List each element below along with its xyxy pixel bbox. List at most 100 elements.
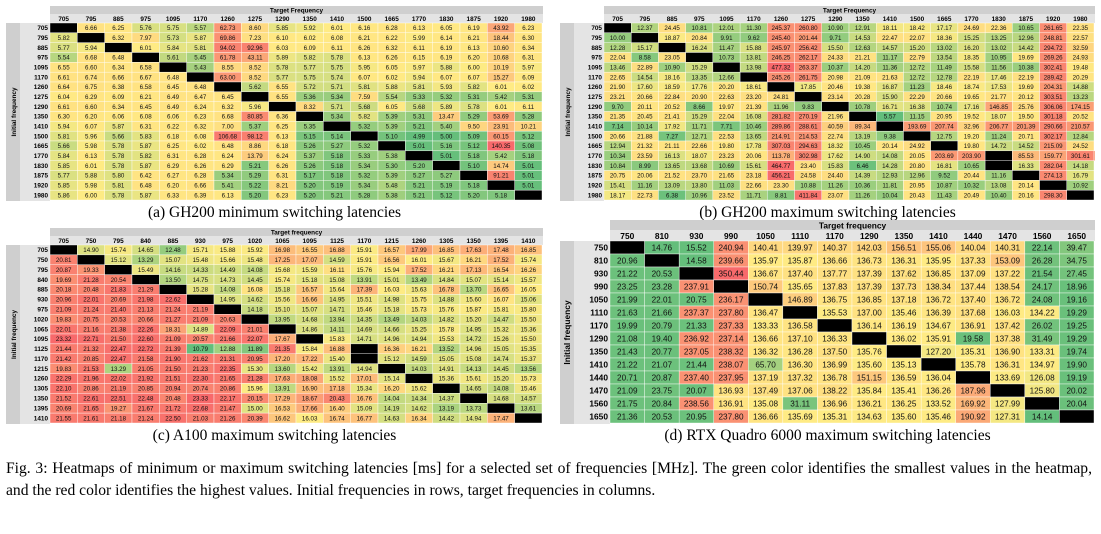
cell-value: 23.05	[664, 55, 680, 62]
diagonal-cell	[920, 357, 956, 372]
cell-value: 238.32	[718, 347, 743, 356]
cell-value: 136.72	[995, 295, 1020, 304]
cell-value: 134.22	[1030, 308, 1055, 317]
cell-value: 464.77	[771, 163, 790, 170]
cell-value: 5.19	[440, 182, 453, 189]
cell-value: 14.16	[165, 267, 181, 274]
cell-value: 19.99	[617, 321, 638, 330]
row-header: 1275	[588, 94, 603, 101]
cell-value: 15.18	[384, 307, 400, 314]
cell-value: 6.02	[304, 35, 317, 42]
cell-value: 207.74	[935, 123, 954, 130]
cell-value: 201.39	[1016, 123, 1035, 130]
cell-value: 136.91	[718, 399, 743, 408]
cell-value: 20.95	[686, 412, 707, 421]
cell-value: 12.72	[909, 64, 925, 71]
cell-value: 5.96	[249, 104, 262, 111]
cell-value: 14.37	[439, 396, 455, 403]
cell-value: 137.68	[960, 308, 985, 317]
col-header: 975	[222, 238, 233, 245]
col-header: 1410	[330, 16, 345, 23]
cell-value: 22.50	[165, 415, 181, 422]
cell-value: 5.16	[440, 143, 453, 150]
col-header: 1980	[1073, 16, 1088, 23]
cell-value: 22.02	[111, 376, 127, 383]
cell-value: 9.52	[938, 173, 951, 180]
cell-value: 10.65	[964, 163, 980, 170]
diagonal-cell	[241, 91, 269, 102]
col-header: 1830	[439, 16, 454, 23]
subcaption-a100-max: (c) A100 maximum switching latencies	[152, 427, 397, 444]
cell-value: 21.90	[165, 356, 181, 363]
diagonal-cell	[851, 331, 887, 346]
cell-value: 20.69	[56, 405, 72, 412]
cell-value: 14.39	[855, 173, 871, 180]
cell-value: 11.36	[882, 64, 898, 71]
cell-value: 16.36	[384, 346, 400, 353]
cell-value: 20.54	[111, 277, 127, 284]
row-header: 930	[594, 268, 608, 278]
cell-value: 13.54	[937, 55, 953, 62]
cell-value: 5.72	[304, 84, 317, 91]
cell-value: 6.32	[386, 45, 399, 52]
cell-value: 137.33	[960, 256, 985, 265]
row-header: 1980	[34, 192, 49, 199]
cell-value: 237.14	[718, 334, 743, 343]
cell-value: 21.99	[617, 295, 638, 304]
cell-value: 5.41	[222, 182, 235, 189]
cell-value: 19.69	[56, 277, 72, 284]
cell-value: 22.60	[138, 336, 154, 343]
row-header: 975	[37, 307, 48, 314]
figure-caption: Fig. 3: Heatmaps of minimum or maximum s…	[6, 460, 1092, 499]
cell-value: 5.26	[304, 143, 317, 150]
cell-value: 15.76	[439, 307, 455, 314]
cell-value: 17.60	[637, 84, 653, 91]
heatmap-cell	[1093, 150, 1095, 161]
cell-value: 15.49	[138, 267, 154, 274]
cell-value: 22.66	[692, 143, 708, 150]
cell-value: 7.71	[720, 123, 733, 130]
cell-value: 10.88	[800, 182, 816, 189]
cell-value: 14.13	[466, 366, 482, 373]
cell-value: 6.10	[276, 35, 289, 42]
col-header: 1830	[992, 16, 1007, 23]
cell-value: 19.20	[964, 133, 980, 140]
cell-value: 137.40	[788, 269, 813, 278]
cell-value: 5.73	[167, 35, 180, 42]
cell-value: 5.62	[249, 84, 262, 91]
col-header: 1980	[521, 16, 536, 23]
cell-value: 24.69	[964, 25, 980, 32]
cell-value: 21.35	[610, 114, 626, 121]
cell-value: 12.66	[719, 74, 735, 81]
cell-value: 140.41	[753, 243, 778, 252]
cell-value: 22.01	[83, 297, 99, 304]
row-header: 1830	[588, 163, 603, 170]
cell-value: 21.08	[617, 334, 638, 343]
cell-value: 17.67	[275, 336, 291, 343]
row-header: 1350	[589, 346, 608, 356]
cell-value: 5.84	[167, 45, 180, 52]
cell-value: 5.71	[331, 104, 344, 111]
row-header: 1875	[34, 173, 49, 180]
cell-value: 245.97	[771, 45, 790, 52]
heatmap-gh200-max: Target Frequency Initial frequency 705 795 8…	[560, 6, 1095, 201]
cell-value: 13.29	[111, 366, 127, 373]
cell-value: 5.38	[386, 192, 399, 199]
cell-value: 6.20	[167, 182, 180, 189]
cell-value: 15.17	[637, 45, 653, 52]
col-header: 1560	[1033, 231, 1052, 241]
row-header: 990	[594, 281, 608, 291]
cell-value: 169.92	[960, 399, 985, 408]
cell-value: 137.42	[995, 321, 1020, 330]
cell-value: 6.48	[140, 182, 153, 189]
cell-value: 5.27	[331, 143, 344, 150]
cell-value: 20.86	[83, 386, 99, 393]
col-header: 1020	[248, 238, 263, 245]
cell-value: 21.41	[664, 114, 680, 121]
cell-value: 15.18	[275, 287, 291, 294]
cell-value: 24.58	[800, 173, 816, 180]
cell-value: 14.54	[637, 74, 653, 81]
diagonal-cell	[984, 160, 1013, 171]
cell-value: 15.29	[692, 64, 708, 71]
cell-value: 21.88	[637, 133, 653, 140]
